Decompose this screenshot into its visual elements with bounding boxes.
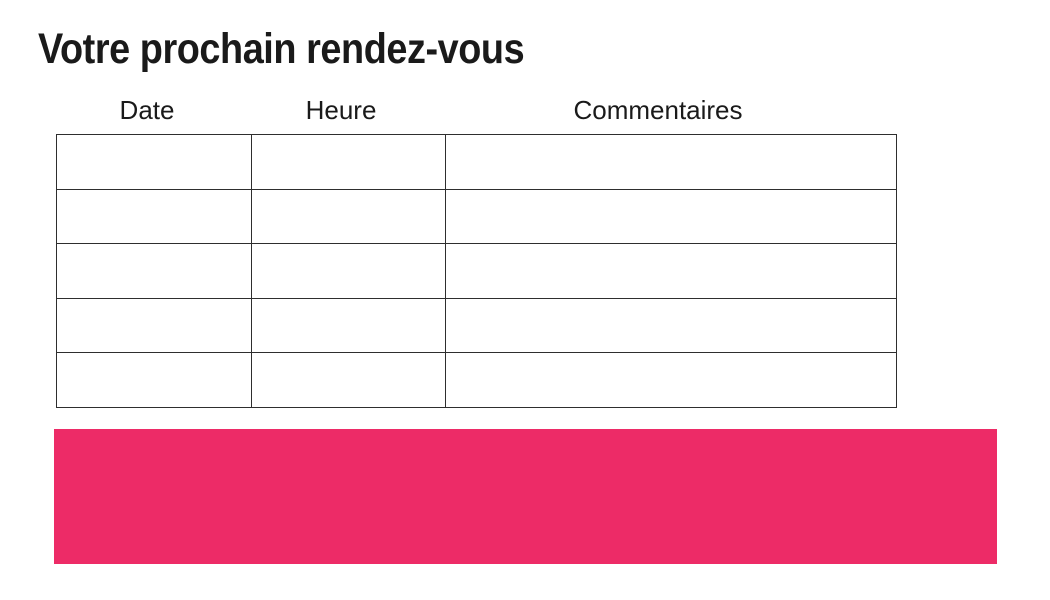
column-header-heure: Heure	[305, 95, 377, 125]
table-cell	[56, 297, 252, 354]
table-row	[56, 243, 897, 299]
table-row	[56, 134, 897, 190]
table-cell	[56, 352, 252, 408]
column-header-date: Date	[119, 95, 175, 125]
table-body	[56, 134, 897, 408]
page-title: Votre prochain rendez-vous	[38, 25, 525, 73]
table-cell	[445, 297, 897, 354]
table-cell	[56, 243, 252, 299]
table-cell	[251, 188, 446, 245]
column-header-commentaires: Commentaires	[573, 95, 743, 125]
table-cell	[445, 188, 897, 245]
table-cell	[251, 243, 446, 299]
table-cell	[56, 134, 252, 190]
table-cell	[251, 297, 446, 354]
pink-banner	[54, 429, 997, 564]
table-row	[56, 188, 897, 245]
appointments-table	[56, 134, 897, 408]
table-cell	[445, 352, 897, 408]
table-row	[56, 352, 897, 408]
table-cell	[445, 243, 897, 299]
table-cell	[445, 134, 897, 190]
table-row	[56, 297, 897, 354]
table-cell	[251, 352, 446, 408]
table-cell	[56, 188, 252, 245]
table-cell	[251, 134, 446, 190]
